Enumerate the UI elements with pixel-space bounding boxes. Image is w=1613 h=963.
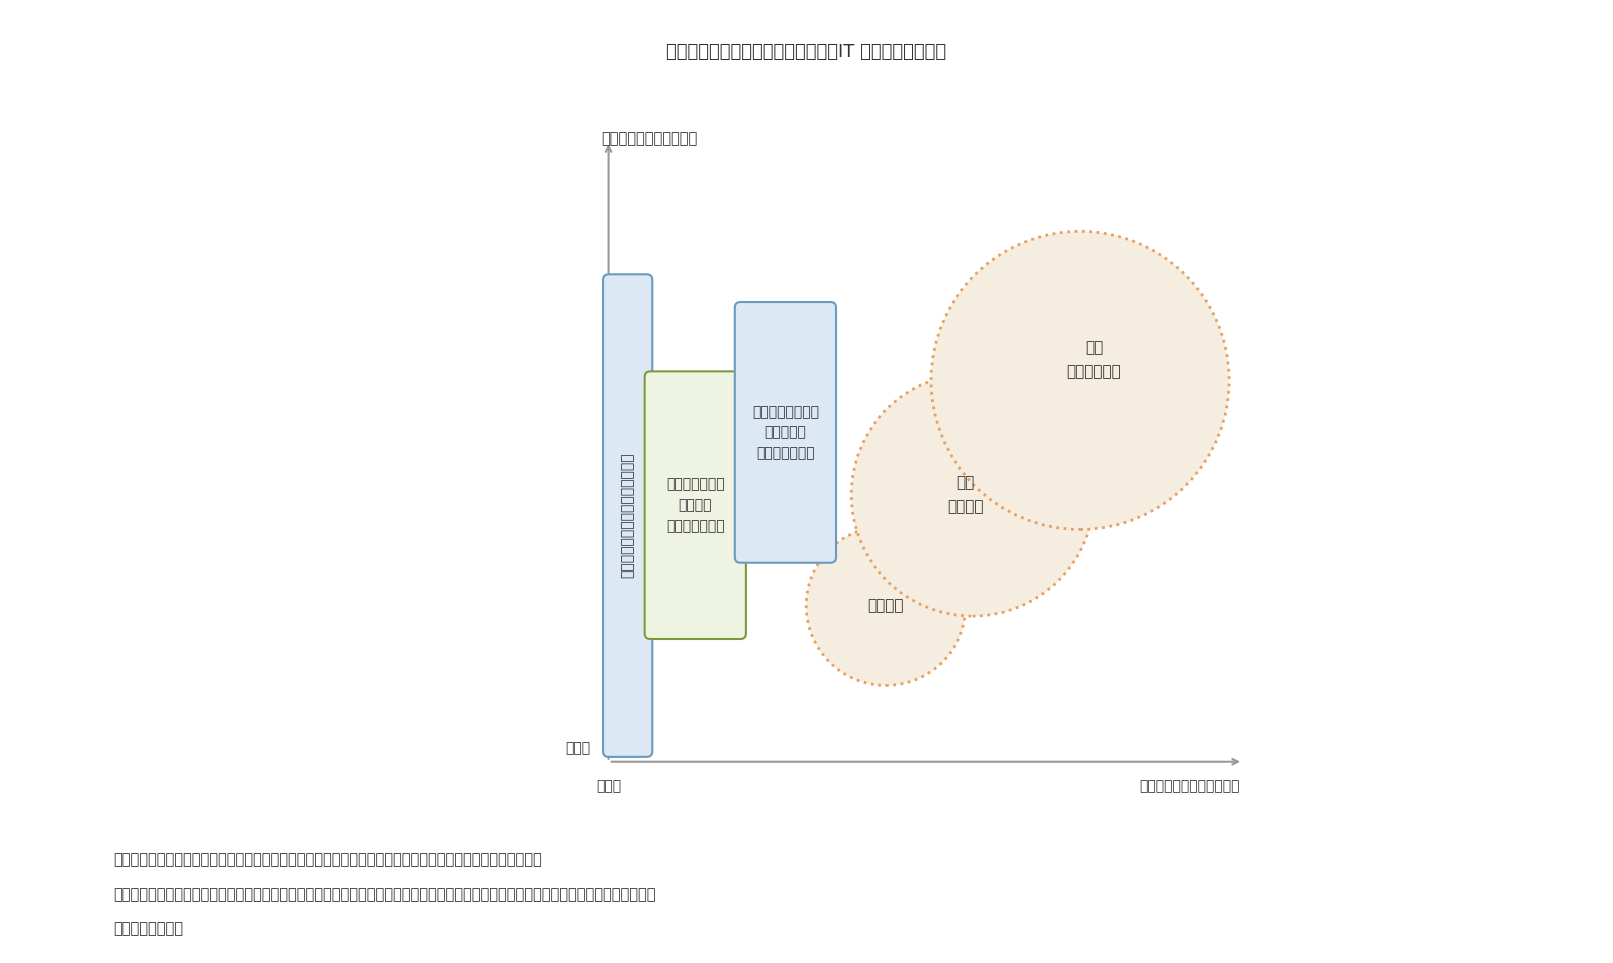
FancyBboxPatch shape — [736, 302, 836, 562]
Text: クラウド・ファン
ディング系
相互扶助プラン: クラウド・ファン ディング系 相互扶助プラン — [752, 404, 819, 460]
Circle shape — [852, 374, 1094, 616]
Text: 民間
重大疾病保険: 民間 重大疾病保険 — [1066, 340, 1121, 379]
Circle shape — [931, 231, 1229, 530]
Text: 図表５　民間医療保障分野におけるIT 活用（イメージ）: 図表５ 民間医療保障分野におけるIT 活用（イメージ） — [666, 43, 947, 62]
Text: （低）: （低） — [565, 741, 590, 755]
Text: 保障内容の充実度（高）: 保障内容の充実度（高） — [602, 131, 698, 145]
Text: 相互保険: 相互保険 — [868, 598, 905, 613]
FancyBboxPatch shape — [603, 274, 652, 757]
Text: プラットフォー
マー系・
相互扶助プラン: プラットフォー マー系・ 相互扶助プラン — [666, 478, 724, 533]
Text: 寄付型クラウド・ファンディング: 寄付型クラウド・ファンディング — [621, 453, 634, 579]
Text: （小）: （小） — [597, 779, 621, 794]
Text: 保障コスト・保険料（大）: 保障コスト・保険料（大） — [1139, 779, 1239, 794]
FancyBboxPatch shape — [645, 372, 745, 639]
Text: （注１）丸・点線で囲んだ内容は民間保険に分類され、中国銀行保険監督管理委員会の管理・監督を受ける。: （注１）丸・点線で囲んだ内容は民間保険に分類され、中国銀行保険監督管理委員会の管… — [113, 852, 542, 868]
Text: 民間
医療保険: 民間 医療保険 — [947, 475, 984, 514]
Circle shape — [806, 526, 966, 686]
Text: （出所）筆者作成: （出所）筆者作成 — [113, 922, 182, 937]
Text: （注２）プラットフォーマー系・相互扶助プランにはアリババ傘下のアント・フィナンシャル（アリペイ）による「相互宝」などがある。: （注２）プラットフォーマー系・相互扶助プランにはアリババ傘下のアント・フィナンシ… — [113, 887, 655, 902]
